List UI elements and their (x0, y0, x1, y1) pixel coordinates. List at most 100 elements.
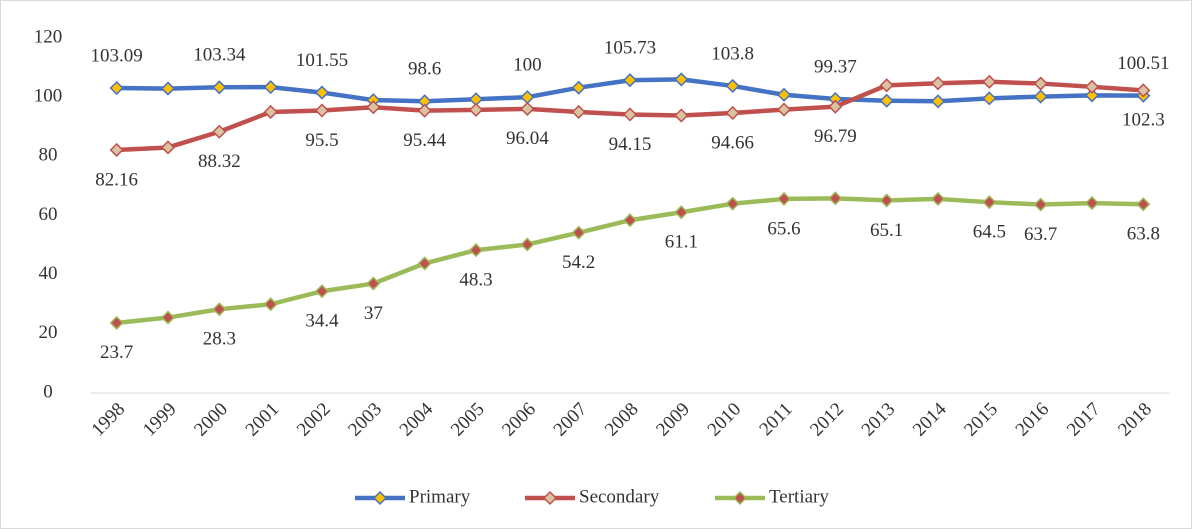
data-point (622, 107, 638, 122)
data-point (212, 80, 227, 95)
data-label: 63.8 (1127, 224, 1160, 245)
data-point (520, 101, 535, 116)
legend-marker (372, 490, 388, 506)
data-point (982, 91, 997, 106)
data-point (674, 205, 689, 220)
data-point (828, 191, 843, 206)
data-label: 82.16 (95, 169, 138, 190)
data-point (212, 124, 227, 139)
legend-label: Primary (409, 486, 471, 507)
data-point (879, 193, 894, 208)
data-point (417, 103, 432, 118)
data-point (828, 99, 843, 114)
data-point (468, 102, 484, 117)
data-point (160, 310, 176, 325)
y-tick-label: 40 (39, 263, 58, 284)
data-point (520, 237, 535, 252)
data-point (725, 196, 740, 211)
data-label: 88.32 (198, 151, 241, 172)
y-tick-label: 20 (39, 322, 58, 343)
data-label: 96.79 (814, 126, 857, 147)
data-label: 63.7 (1024, 224, 1057, 245)
data-point (982, 195, 997, 210)
data-label: 34.4 (305, 311, 339, 332)
data-point (160, 140, 176, 155)
data-point (776, 87, 792, 102)
data-point (725, 105, 740, 121)
y-tick-label: 120 (34, 26, 63, 47)
data-label: 99.37 (814, 56, 857, 77)
data-point (930, 94, 946, 109)
data-label: 65.1 (870, 220, 903, 241)
data-point (930, 191, 946, 206)
data-label: 37 (364, 303, 383, 324)
data-point (776, 102, 792, 117)
data-point (571, 80, 586, 95)
data-point (109, 315, 124, 330)
data-point (263, 80, 278, 95)
data-point (725, 78, 740, 93)
data-point (1084, 79, 1100, 94)
data-label: 103.34 (193, 45, 246, 66)
data-point (1136, 197, 1151, 212)
data-label: 100 (513, 55, 542, 76)
data-point (314, 103, 330, 118)
data-point (212, 302, 227, 317)
data-label: 61.1 (665, 232, 698, 253)
y-tick-label: 60 (39, 204, 58, 225)
data-label: 103.09 (91, 45, 143, 66)
data-point (1136, 83, 1151, 98)
data-point (879, 93, 894, 108)
y-tick-label: 100 (34, 86, 63, 107)
legend-label: Tertiary (769, 486, 829, 507)
data-label: 94.15 (609, 134, 652, 155)
data-point (314, 284, 330, 299)
data-point (879, 78, 894, 93)
data-label: 64.5 (973, 222, 1006, 243)
legend-marker (732, 490, 748, 506)
data-label: 94.66 (711, 132, 754, 153)
data-label: 96.04 (506, 128, 549, 149)
data-label: 101.55 (296, 50, 348, 71)
data-point (366, 100, 381, 115)
data-label: 105.73 (604, 38, 656, 59)
y-tick-label: 80 (39, 145, 58, 166)
data-point (263, 297, 278, 312)
data-point (1033, 197, 1048, 212)
data-label: 23.7 (100, 342, 133, 363)
data-label: 28.3 (203, 329, 236, 350)
data-point (674, 108, 689, 123)
data-point (468, 243, 484, 258)
data-point (366, 276, 381, 291)
data-point (109, 80, 124, 96)
data-point (776, 191, 792, 206)
data-point (160, 81, 176, 96)
data-point (622, 213, 638, 228)
data-label: 95.44 (403, 130, 446, 151)
data-point (314, 85, 330, 100)
data-label: 54.2 (562, 252, 595, 273)
data-label: 95.5 (305, 130, 338, 151)
data-point (263, 104, 278, 120)
data-point (417, 256, 432, 271)
data-point (109, 142, 124, 158)
y-tick-label: 0 (43, 381, 53, 402)
data-point (674, 72, 689, 87)
data-point (571, 104, 586, 120)
data-label: 98.6 (408, 59, 441, 80)
data-point (982, 74, 997, 89)
legend-label: Secondary (579, 486, 660, 507)
data-point (1033, 76, 1048, 91)
data-label: 103.8 (711, 43, 754, 64)
legend-marker (542, 490, 558, 506)
data-label: 100.51 (1117, 53, 1169, 74)
data-point (1084, 88, 1100, 103)
data-point (622, 73, 638, 88)
data-point (571, 225, 586, 240)
data-label: 48.3 (459, 269, 492, 290)
data-point (1033, 89, 1048, 104)
data-label: 102.3 (1122, 110, 1165, 131)
data-point (930, 76, 946, 91)
